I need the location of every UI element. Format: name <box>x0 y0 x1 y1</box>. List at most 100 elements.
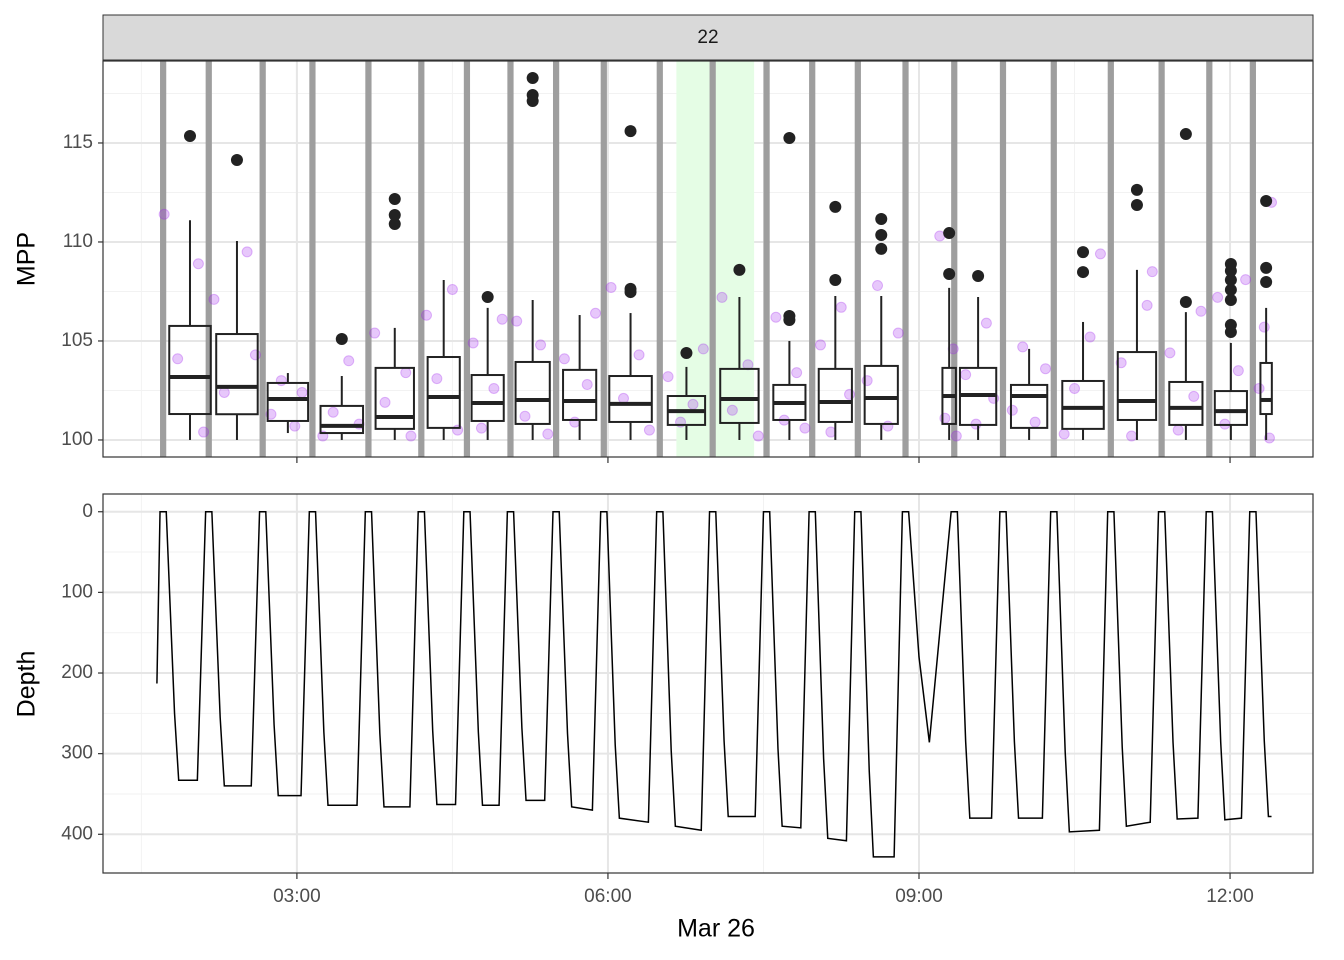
point <box>1164 347 1176 359</box>
point <box>289 420 301 432</box>
point <box>643 424 655 436</box>
outlier <box>526 94 539 107</box>
point <box>467 337 479 349</box>
point <box>475 422 487 434</box>
outlier <box>388 193 401 206</box>
point <box>1195 305 1207 317</box>
point <box>835 301 847 313</box>
box <box>608 375 653 423</box>
point <box>814 339 826 351</box>
point <box>208 293 220 305</box>
outlier <box>1224 326 1237 339</box>
x-tick-label: 12:00 <box>1206 886 1254 907</box>
outlier <box>1179 295 1192 308</box>
y-tick-label: 0 <box>82 501 93 522</box>
point <box>716 291 728 303</box>
point <box>1069 382 1081 394</box>
point <box>296 386 308 398</box>
point <box>218 386 230 398</box>
outlier <box>1077 266 1090 279</box>
x-tick-label: 03:00 <box>273 886 321 907</box>
outlier <box>680 347 693 360</box>
point <box>519 410 531 422</box>
point <box>1212 291 1224 303</box>
box <box>426 356 461 429</box>
panel-border <box>102 493 1314 874</box>
surface-interval <box>552 61 560 457</box>
x-tick-label: 09:00 <box>895 886 943 907</box>
point <box>1029 416 1041 428</box>
point <box>446 283 458 295</box>
outlier <box>1260 261 1273 274</box>
point <box>844 388 856 400</box>
point <box>158 208 170 220</box>
box <box>470 374 505 422</box>
box <box>562 368 598 421</box>
box <box>863 364 899 425</box>
outlier <box>875 229 888 242</box>
outlier <box>733 263 746 276</box>
point <box>633 349 645 361</box>
point <box>198 426 210 438</box>
outlier <box>1260 194 1273 207</box>
point <box>770 311 782 323</box>
point <box>1126 430 1138 442</box>
surface-interval <box>507 61 514 457</box>
outlier <box>943 268 956 281</box>
point <box>1232 365 1244 377</box>
point <box>241 246 253 258</box>
point <box>605 282 617 294</box>
box <box>266 381 310 422</box>
point <box>726 404 738 416</box>
outlier <box>1224 283 1237 296</box>
outlier <box>624 286 637 299</box>
point <box>1258 321 1270 333</box>
y-tick-label: 100 <box>61 429 93 450</box>
point <box>752 430 764 442</box>
surface-interval <box>259 61 266 457</box>
point <box>662 371 674 383</box>
outlier <box>1224 293 1237 306</box>
panel-border <box>102 60 1314 458</box>
outlier <box>1077 246 1090 259</box>
outlier <box>526 72 539 85</box>
point <box>1094 248 1106 260</box>
point <box>799 422 811 434</box>
point <box>379 396 391 408</box>
surface-interval <box>205 61 212 457</box>
strip-label: 22 <box>697 27 718 48</box>
surface-interval <box>600 61 607 457</box>
y-tick-label: 105 <box>61 330 93 351</box>
surface-interval <box>809 61 816 457</box>
outlier <box>1224 264 1237 277</box>
box <box>1009 383 1049 429</box>
box <box>1061 379 1105 430</box>
surface-interval <box>1249 61 1256 457</box>
surface-interval <box>999 61 1007 457</box>
point <box>980 317 992 329</box>
point <box>697 343 709 355</box>
point <box>1017 341 1029 353</box>
point <box>1141 299 1153 311</box>
outlier <box>943 227 956 240</box>
point <box>950 430 962 442</box>
y-tick-label: 100 <box>61 581 93 602</box>
point <box>431 373 443 385</box>
outlier <box>1130 183 1143 196</box>
y-axis-label: Depth <box>13 651 41 718</box>
outlier <box>1130 198 1143 211</box>
x-tick-label: 06:00 <box>584 886 632 907</box>
depth-line <box>156 510 1272 858</box>
point <box>488 382 500 394</box>
point <box>1188 390 1200 402</box>
point <box>496 313 508 325</box>
point <box>1039 363 1051 375</box>
box <box>1116 351 1158 421</box>
point <box>581 379 593 391</box>
surface-interval <box>1107 61 1114 457</box>
point <box>590 307 602 319</box>
surface-interval <box>854 61 861 457</box>
y-tick-label: 300 <box>61 743 93 764</box>
surface-interval <box>709 61 716 457</box>
